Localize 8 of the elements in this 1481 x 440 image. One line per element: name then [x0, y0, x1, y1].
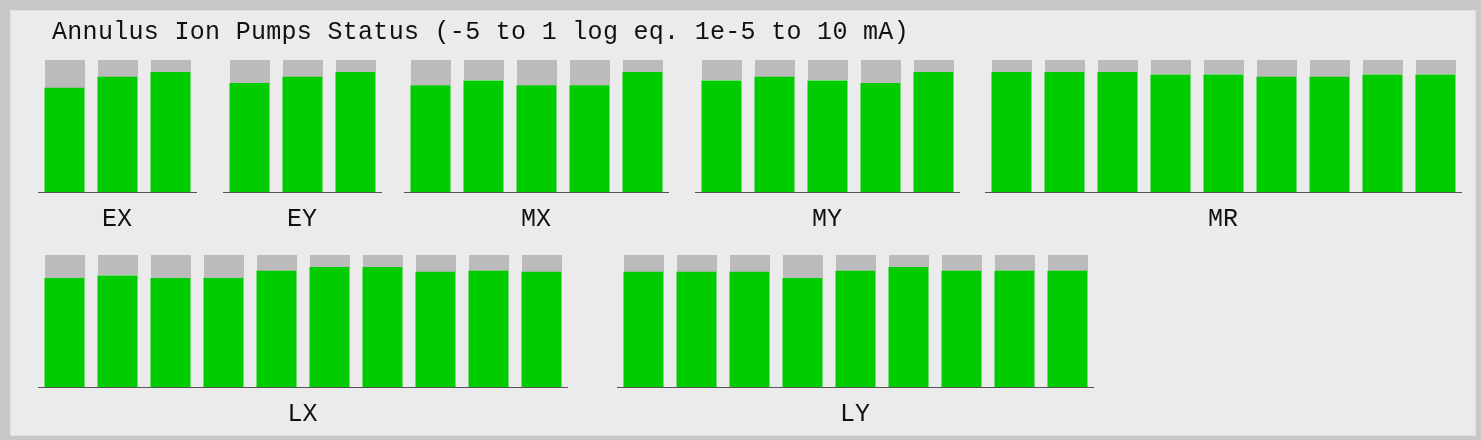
x-axis-title: MR [1207, 205, 1239, 234]
x-axis-title: LX [286, 400, 319, 429]
x-axis-title: EY [286, 205, 318, 234]
text: Annulus Ion Pumps Status (-5 to 1 log eq. 1e-5 to 10 mA) [52, 18, 909, 47]
x-axis-title: EX [101, 205, 133, 234]
x-axis-title: MY [811, 205, 843, 234]
x-axis-title: LY [839, 400, 871, 429]
x-axis-title: MX [520, 205, 552, 234]
